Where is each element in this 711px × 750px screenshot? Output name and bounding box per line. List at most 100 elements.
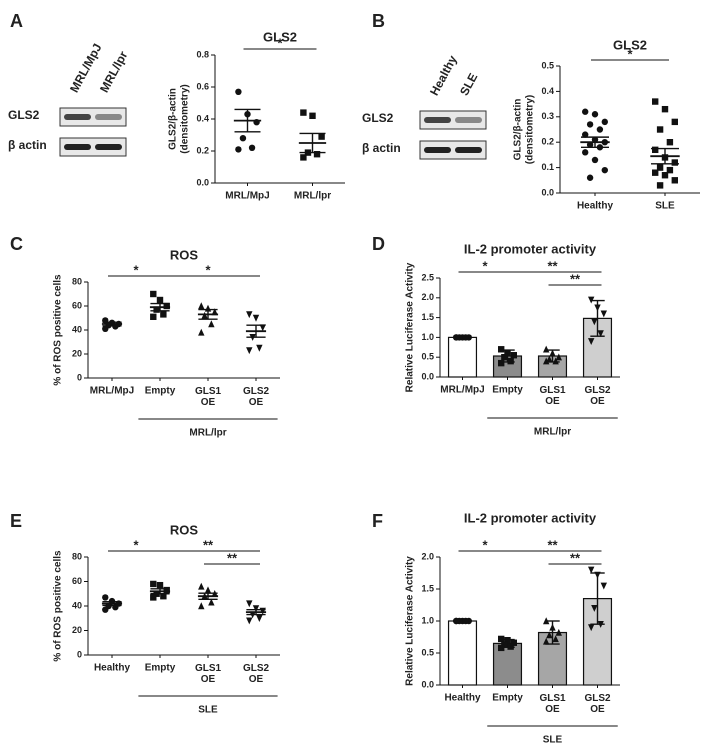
y-tick-label: 1.0 [421, 332, 434, 342]
x-tick-label: Empty [492, 385, 523, 396]
y-axis-label: (densitometry) [180, 84, 191, 153]
x-tick-label: Healthy [444, 693, 481, 704]
data-point [594, 304, 601, 312]
data-point [588, 624, 595, 632]
data-point [153, 306, 160, 313]
data-point [150, 313, 157, 320]
data-point [198, 602, 205, 610]
y-tick-label: 0.4 [196, 113, 209, 123]
data-point [102, 606, 109, 613]
blot-row-label: β actin [8, 138, 47, 152]
data-point [501, 354, 508, 361]
significance-label: * [627, 46, 633, 61]
blot-column-label: SLE [457, 71, 480, 98]
y-tick-label: 0.0 [421, 679, 434, 689]
significance-label: * [482, 258, 488, 273]
data-point [304, 149, 312, 156]
data-point [163, 302, 170, 310]
y-tick-label: 0 [77, 372, 82, 382]
blot-column-label: Healthy [427, 53, 460, 98]
blot-row-label: β actin [362, 141, 401, 155]
data-point [601, 139, 608, 146]
significance-label: ** [203, 537, 214, 552]
data-point [656, 126, 664, 133]
data-point [259, 607, 266, 615]
significance-label: ** [547, 258, 558, 273]
blot-frame [59, 107, 127, 127]
data-point [546, 631, 553, 639]
chart-title: GLS2 [263, 29, 297, 44]
chart: GLS2 GLS2/β-actin (densitometry) 0.0 0.2 0.4 0… [168, 29, 345, 202]
data-point [507, 643, 514, 650]
data-point [594, 571, 601, 579]
y-axis-label: % of ROS positive cells [53, 550, 64, 662]
y-axis-label: Relative Luciferase Activity [405, 262, 416, 392]
data-point [591, 136, 599, 143]
y-tick-label: 1.5 [421, 312, 434, 322]
y-tick-label: 0.4 [541, 86, 554, 96]
data-point [498, 635, 505, 643]
blot-frame [59, 137, 127, 157]
data-point [504, 350, 511, 357]
data-point [504, 637, 511, 644]
data-point [582, 149, 589, 156]
data-point [300, 109, 307, 116]
data-point [256, 615, 263, 622]
blot-band [424, 117, 451, 123]
y-tick-label: 0 [77, 649, 82, 659]
bar [447, 336, 478, 378]
data-point [588, 338, 595, 346]
y-axis-label: % of ROS positive cells [53, 274, 64, 386]
data-point [201, 311, 208, 319]
panel-letter: E [10, 511, 22, 531]
panel-letter: C [10, 234, 23, 254]
data-point [201, 592, 208, 600]
blot-band [455, 117, 482, 123]
chart: IL-2 promoter activity Relative Luciferas… [405, 241, 620, 438]
x-tick-label: MRL/MpJ [440, 385, 484, 396]
chart: ROS % of ROS positive cells 0 20 40 60 80 Healt… [53, 522, 280, 716]
data-point [498, 346, 505, 353]
y-tick-label: 0.0 [196, 177, 209, 187]
x-tick-label: Empty [145, 663, 176, 674]
blot-row-label: GLS2 [8, 108, 40, 122]
chart-title: IL-2 promoter activity [464, 241, 597, 256]
chart-title: IL-2 promoter activity [464, 510, 597, 525]
y-axis-label: GLS2/β-actin [513, 99, 524, 161]
y-tick-label: 20 [72, 625, 82, 635]
data-point [318, 133, 325, 140]
data-point [453, 617, 460, 625]
y-tick-label: 0.5 [421, 647, 434, 657]
data-point [498, 359, 505, 367]
data-point [661, 105, 669, 113]
significance-label: * [277, 35, 283, 50]
data-point [150, 290, 157, 298]
blot-band [95, 144, 122, 150]
data-point [248, 144, 256, 151]
data-point [652, 146, 659, 154]
data-point [156, 296, 164, 304]
y-axis-label: Relative Luciferase Activity [405, 556, 416, 686]
data-point [588, 296, 595, 304]
data-point [601, 166, 608, 174]
data-point [671, 177, 678, 184]
panel-letter: D [372, 234, 385, 254]
data-point [246, 311, 253, 319]
x-tick-label: MRL/MpJ [90, 386, 134, 397]
data-point [204, 586, 212, 594]
data-point [582, 108, 589, 115]
group-label: SLE [543, 735, 563, 746]
data-point [198, 582, 205, 590]
data-point [249, 334, 256, 341]
significance-label: * [205, 262, 211, 277]
data-point [552, 635, 559, 643]
data-point [150, 594, 157, 601]
y-tick-label: 2.0 [421, 292, 434, 302]
data-point [300, 154, 307, 161]
y-axis-label: (densitometry) [525, 95, 536, 164]
chart: IL-2 promoter activity Relative Luciferas… [405, 510, 620, 746]
x-tick-label: GLS2 OE [243, 663, 270, 685]
blot-band [455, 147, 482, 153]
data-point [510, 639, 517, 646]
data-point [671, 159, 678, 166]
